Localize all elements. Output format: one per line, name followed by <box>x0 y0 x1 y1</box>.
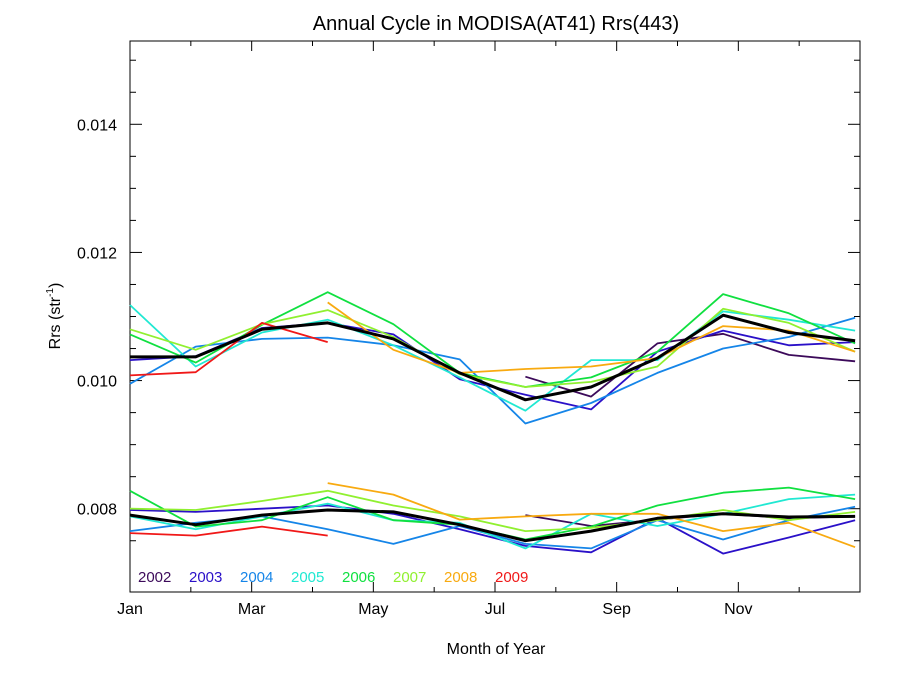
x-tick-label: Jan <box>117 601 143 618</box>
legend-item-2005: 2005 <box>291 569 324 586</box>
legend-item-2007: 2007 <box>393 569 426 586</box>
mean-line-lower <box>129 508 856 543</box>
series-line-2008-upper <box>327 301 856 374</box>
y-axis-label-close: ) <box>47 283 64 288</box>
x-axis-label: Month of Year <box>447 641 546 658</box>
chart-title: Annual Cycle in MODISA(AT41) Rrs(443) <box>313 13 679 35</box>
x-tick-labels: Jan Mar May Jul Sep Nov <box>117 601 752 618</box>
series-line-2005-upper <box>129 304 856 412</box>
series-line-2009-lower <box>129 525 328 537</box>
x-tick-label: Nov <box>724 601 752 618</box>
series-lines <box>129 291 856 555</box>
y-tick-label: 0.014 <box>77 117 117 134</box>
axis-ticks <box>129 41 861 592</box>
mean-line-upper <box>130 313 856 402</box>
legend-item-2008: 2008 <box>444 569 477 586</box>
series-line-2009-upper <box>129 321 328 377</box>
legend-item-2004: 2004 <box>240 569 273 586</box>
series-line-2008-lower <box>327 482 856 549</box>
y-tick-labels: 0.008 0.010 0.012 0.014 <box>77 117 117 518</box>
legend-item-2002: 2002 <box>138 569 171 586</box>
y-tick-label: 0.008 <box>77 502 117 519</box>
x-tick-label: Sep <box>602 601 631 618</box>
legend-item-2009: 2009 <box>495 569 528 586</box>
series-line-2003-lower <box>129 504 856 555</box>
y-tick-label: 0.010 <box>77 374 117 391</box>
y-axis-label-base: Rrs (str <box>47 296 64 349</box>
y-axis-label: Rrs (str-1) <box>45 283 64 350</box>
legend-item-2006: 2006 <box>342 569 375 586</box>
x-tick-label: Mar <box>238 601 266 618</box>
series-line-2007-upper <box>129 307 856 388</box>
y-tick-label: 0.012 <box>77 245 117 262</box>
x-tick-label: Jul <box>485 601 505 618</box>
x-tick-label: May <box>358 601 388 618</box>
series-line-2004-upper <box>129 316 856 425</box>
legend: 2002 2003 2004 2005 2006 2007 2008 2009 <box>138 569 528 586</box>
series-line-2007-lower <box>129 489 856 532</box>
y-axis-label-sup: -1 <box>45 288 56 297</box>
legend-item-2003: 2003 <box>189 569 222 586</box>
